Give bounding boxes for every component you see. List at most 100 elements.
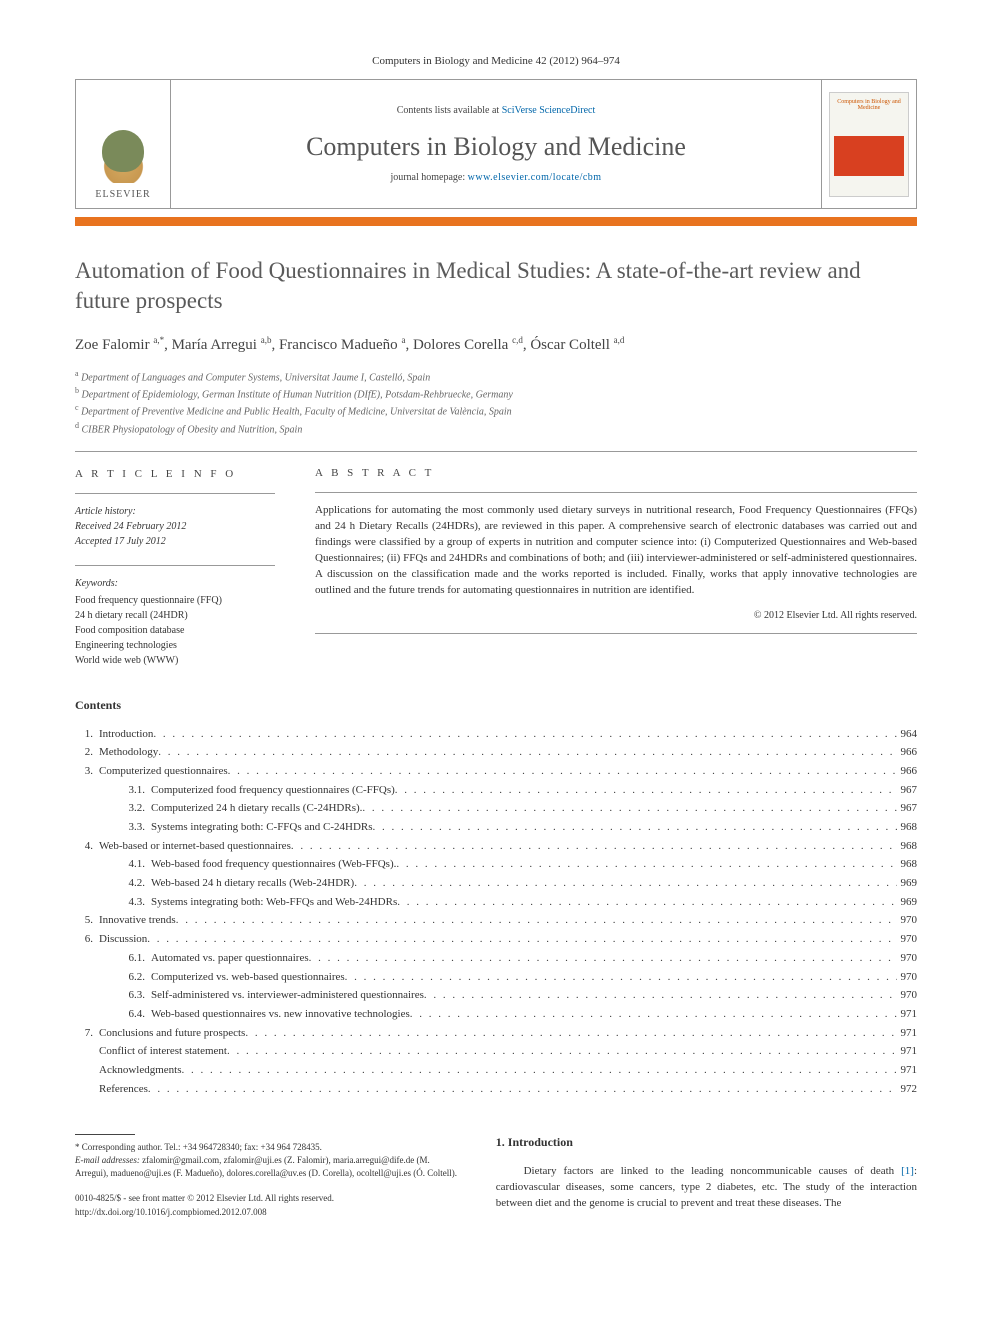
journal-reference: Computers in Biology and Medicine 42 (20… xyxy=(75,55,917,67)
keywords-head: Keywords: xyxy=(75,576,275,591)
reference-link-1[interactable]: [1] xyxy=(901,1165,914,1177)
toc-row[interactable]: 4.3.Systems integrating both: Web-FFQs a… xyxy=(75,893,917,912)
toc-title: Conclusions and future prospects xyxy=(99,1024,245,1043)
toc-title: Computerized questionnaires xyxy=(99,762,228,781)
toc-row[interactable]: 5.Innovative trends 970 xyxy=(75,911,917,930)
contents-prefix: Contents lists available at xyxy=(397,105,502,116)
toc-dots xyxy=(354,874,896,893)
intro-text-pre: Dietary factors are linked to the leadin… xyxy=(524,1165,902,1177)
toc-title: Web-based or internet-based questionnair… xyxy=(99,837,291,856)
toc-page: 970 xyxy=(897,911,918,930)
toc-row[interactable]: 4.2.Web-based 24 h dietary recalls (Web-… xyxy=(75,874,917,893)
divider xyxy=(75,565,275,566)
toc-row[interactable]: 2.Methodology966 xyxy=(75,743,917,762)
emails-label: E-mail addresses: xyxy=(75,1155,140,1165)
toc-page: 971 xyxy=(897,1061,918,1080)
toc-dots xyxy=(227,1042,897,1061)
toc-dots xyxy=(345,968,897,987)
homepage-link[interactable]: www.elsevier.com/locate/cbm xyxy=(468,172,602,183)
toc-title: Acknowledgments xyxy=(99,1061,181,1080)
toc-dots xyxy=(245,1024,896,1043)
keyword-item: Food composition database xyxy=(75,623,275,638)
toc-dots xyxy=(309,949,897,968)
journal-name: Computers in Biology and Medicine xyxy=(306,132,686,162)
toc-title: Self-administered vs. interviewer-admini… xyxy=(151,986,424,1005)
toc-dots xyxy=(181,1061,896,1080)
toc-row[interactable]: Conflict of interest statement971 xyxy=(75,1042,917,1061)
homepage-line: journal homepage: www.elsevier.com/locat… xyxy=(390,172,601,183)
toc-row[interactable]: 4.Web-based or internet-based questionna… xyxy=(75,837,917,856)
sciencedirect-link[interactable]: SciVerse ScienceDirect xyxy=(502,105,596,116)
emails-block: E-mail addresses: zfalomir@gmail.com, zf… xyxy=(75,1154,464,1180)
toc-title: Conflict of interest statement xyxy=(99,1042,227,1061)
toc-row[interactable]: 3.3.Systems integrating both: C-FFQs and… xyxy=(75,818,917,837)
toc-row[interactable]: 7.Conclusions and future prospects 971 xyxy=(75,1024,917,1043)
toc-number: 7. xyxy=(75,1024,99,1043)
abstract-text: Applications for automating the most com… xyxy=(315,503,917,599)
corresponding-author: * Corresponding author. Tel.: +34 964728… xyxy=(75,1141,464,1154)
toc-title: Computerized vs. web-based questionnaire… xyxy=(151,968,345,987)
toc-row[interactable]: 3.Computerized questionnaires966 xyxy=(75,762,917,781)
toc-title: Innovative trends xyxy=(99,911,176,930)
toc-page: 971 xyxy=(897,1024,918,1043)
publisher-name: ELSEVIER xyxy=(95,189,150,200)
toc-number: 5. xyxy=(75,911,99,930)
toc-dots xyxy=(424,986,897,1005)
toc-dots xyxy=(362,799,896,818)
table-of-contents: 1.Introduction9642.Methodology9663.Compu… xyxy=(75,725,917,1099)
toc-row[interactable]: 6.1.Automated vs. paper questionnaires97… xyxy=(75,949,917,968)
journal-header-box: ELSEVIER Contents lists available at Sci… xyxy=(75,79,917,209)
toc-number: 3.3. xyxy=(99,818,151,837)
keyword-item: Food frequency questionnaire (FFQ) xyxy=(75,593,275,608)
affiliations-list: a Department of Languages and Computer S… xyxy=(75,368,917,437)
doi-link[interactable]: http://dx.doi.org/10.1016/j.compbiomed.2… xyxy=(75,1206,464,1219)
article-title: Automation of Food Questionnaires in Med… xyxy=(75,256,917,316)
toc-dots xyxy=(176,911,897,930)
abstract-heading: A B S T R A C T xyxy=(315,466,917,482)
toc-dots xyxy=(395,781,897,800)
toc-title: Computerized 24 h dietary recalls (C-24H… xyxy=(151,799,362,818)
toc-number: 4.2. xyxy=(99,874,151,893)
article-info-column: A R T I C L E I N F O Article history: R… xyxy=(75,466,275,668)
toc-dots xyxy=(397,893,896,912)
toc-row[interactable]: 3.2.Computerized 24 h dietary recalls (C… xyxy=(75,799,917,818)
toc-row[interactable]: 6.4.Web-based questionnaires vs. new inn… xyxy=(75,1005,917,1024)
toc-page: 968 xyxy=(897,855,918,874)
toc-row[interactable]: 1.Introduction964 xyxy=(75,725,917,744)
history-head: Article history: xyxy=(75,504,275,519)
journal-header-center: Contents lists available at SciVerse Sci… xyxy=(171,80,821,208)
issn-line: 0010-4825/$ - see front matter © 2012 El… xyxy=(75,1192,464,1205)
toc-page: 967 xyxy=(897,799,918,818)
divider xyxy=(75,493,275,494)
toc-page: 970 xyxy=(897,968,918,987)
article-info-heading: A R T I C L E I N F O xyxy=(75,466,275,483)
toc-title: Web-based questionnaires vs. new innovat… xyxy=(151,1005,410,1024)
toc-row[interactable]: Acknowledgments 971 xyxy=(75,1061,917,1080)
toc-page: 967 xyxy=(897,781,918,800)
toc-dots xyxy=(228,762,897,781)
affiliation-item: d CIBER Physiopatology of Obesity and Nu… xyxy=(75,420,917,437)
divider xyxy=(75,451,917,452)
publisher-logo-area: ELSEVIER xyxy=(76,80,171,208)
toc-page: 968 xyxy=(897,818,918,837)
toc-title: Web-based food frequency questionnaires … xyxy=(151,855,396,874)
toc-page: 964 xyxy=(897,725,918,744)
toc-row[interactable]: 4.1.Web-based food frequency questionnai… xyxy=(75,855,917,874)
journal-cover-icon: Computers in Biology and Medicine xyxy=(829,92,909,197)
toc-row[interactable]: 3.1.Computerized food frequency question… xyxy=(75,781,917,800)
toc-row[interactable]: References972 xyxy=(75,1080,917,1099)
toc-title: Computerized food frequency questionnair… xyxy=(151,781,395,800)
keyword-item: Engineering technologies xyxy=(75,638,275,653)
toc-page: 970 xyxy=(897,949,918,968)
toc-row[interactable]: 6.Discussion970 xyxy=(75,930,917,949)
divider xyxy=(315,492,917,493)
toc-dots xyxy=(158,743,896,762)
toc-row[interactable]: 6.2.Computerized vs. web-based questionn… xyxy=(75,968,917,987)
keyword-item: 24 h dietary recall (24HDR) xyxy=(75,608,275,623)
toc-title: Introduction xyxy=(99,725,153,744)
introduction-column: 1. Introduction Dietary factors are link… xyxy=(496,1134,917,1211)
toc-page: 966 xyxy=(897,743,918,762)
toc-number: 4.1. xyxy=(99,855,151,874)
toc-row[interactable]: 6.3.Self-administered vs. interviewer-ad… xyxy=(75,986,917,1005)
toc-number: 3.1. xyxy=(99,781,151,800)
